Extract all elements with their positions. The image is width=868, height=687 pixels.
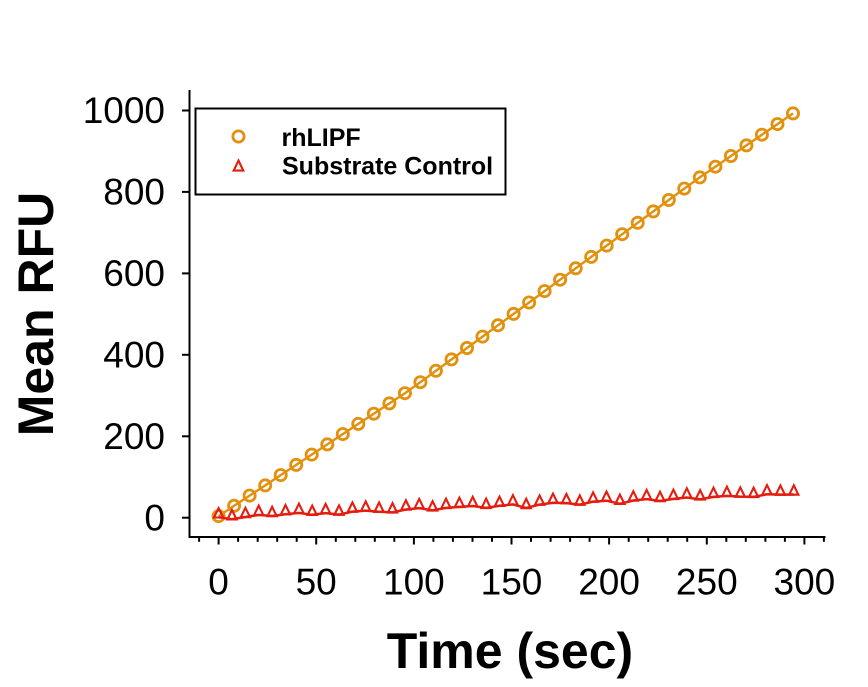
svg-text:0: 0 <box>144 497 165 538</box>
svg-text:Substrate Control: Substrate Control <box>282 152 493 180</box>
svg-text:Time (sec): Time (sec) <box>387 623 633 679</box>
svg-text:rhLIPF: rhLIPF <box>282 124 361 152</box>
svg-text:1000: 1000 <box>83 90 165 131</box>
svg-text:100: 100 <box>383 562 445 603</box>
svg-text:800: 800 <box>103 172 165 213</box>
svg-text:250: 250 <box>676 562 738 603</box>
svg-text:50: 50 <box>296 562 337 603</box>
svg-text:600: 600 <box>103 253 165 294</box>
svg-text:300: 300 <box>774 562 836 603</box>
svg-text:0: 0 <box>208 562 229 603</box>
svg-text:200: 200 <box>578 562 640 603</box>
svg-text:400: 400 <box>103 335 165 376</box>
svg-text:Mean RFU: Mean RFU <box>8 192 64 436</box>
svg-text:150: 150 <box>481 562 543 603</box>
svg-text:200: 200 <box>103 416 165 457</box>
